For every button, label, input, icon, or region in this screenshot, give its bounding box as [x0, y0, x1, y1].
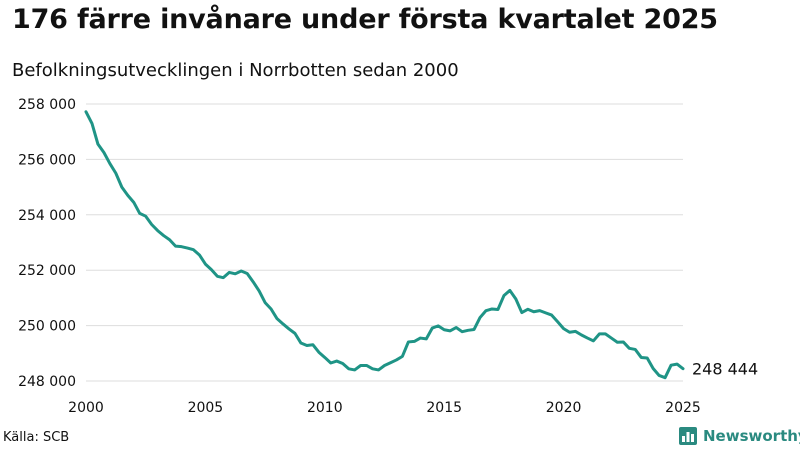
newsworthy-logo: Newsworthy [679, 427, 800, 445]
y-tick-label: 258 000 [18, 97, 76, 113]
x-tick-label: 2010 [307, 400, 343, 416]
gridlines [86, 103, 683, 382]
chart-title: 176 färre invånare under första kvartale… [12, 4, 718, 35]
y-tick-label: 256 000 [18, 152, 76, 168]
x-axis-tick-labels: 2000 2005 2010 2015 2020 2025 [68, 400, 701, 416]
x-tick-label: 2015 [426, 400, 462, 416]
end-value-label: 248 444 [692, 360, 758, 379]
population-series-line [84, 110, 685, 380]
x-tick-label: 2005 [188, 400, 224, 416]
y-tick-label: 250 000 [18, 319, 76, 335]
source-note: Källa: SCB [3, 430, 70, 445]
y-tick-label: 254 000 [18, 208, 76, 224]
x-tick-label: 2025 [665, 400, 701, 416]
x-tick-label: 2020 [546, 400, 582, 416]
brand-name: Newsworthy [703, 427, 800, 445]
y-tick-label: 252 000 [18, 263, 76, 279]
chart-subtitle: Befolkningsutvecklingen i Norrbotten sed… [12, 60, 459, 81]
y-axis-tick-labels: 248 000 250 000 252 000 254 000 256 000 258 0… [18, 97, 76, 390]
x-tick-label: 2000 [68, 400, 104, 416]
bar-chart-logo-icon [679, 427, 697, 445]
y-tick-label: 248 000 [18, 374, 76, 390]
